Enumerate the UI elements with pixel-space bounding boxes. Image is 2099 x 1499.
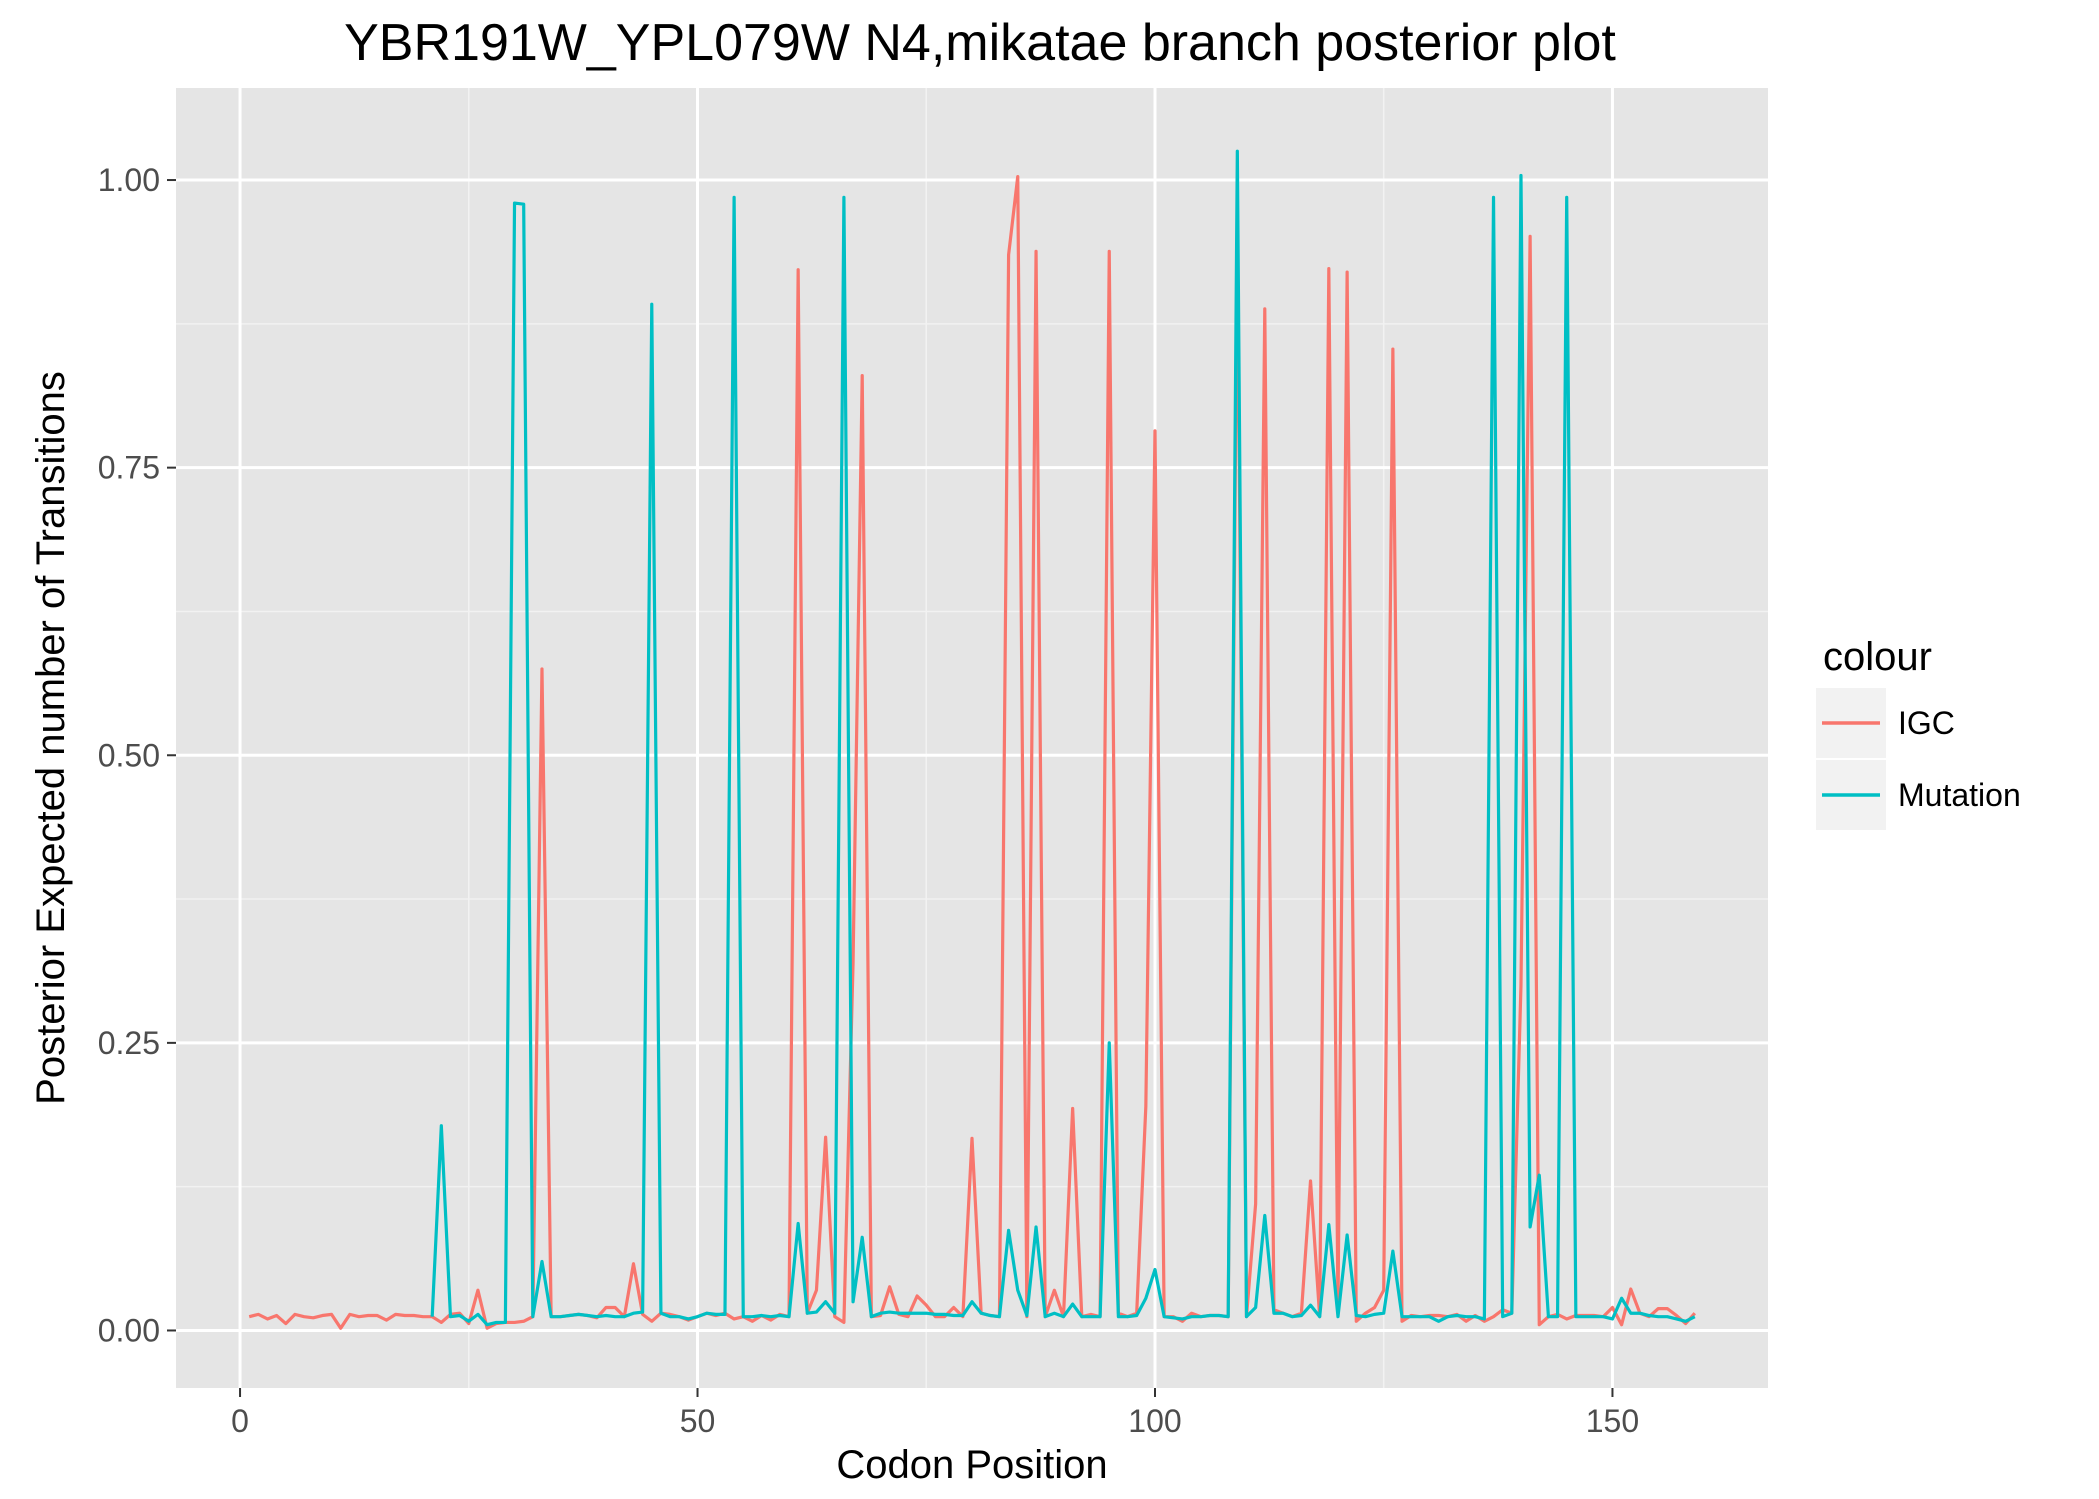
y-tick-label: 1.00 bbox=[98, 162, 160, 198]
legend-label: Mutation bbox=[1898, 777, 2021, 813]
y-tick-label: 0.25 bbox=[98, 1025, 160, 1061]
y-tick-label: 0.50 bbox=[98, 737, 160, 773]
series-line-mutation bbox=[430, 149, 1696, 1327]
y-axis-label: Posterior Expected number of Transitions bbox=[29, 371, 73, 1105]
y-tick-label: 0.75 bbox=[98, 450, 160, 486]
x-axis-label: Codon Position bbox=[836, 1443, 1107, 1487]
series-layer bbox=[248, 149, 1696, 1330]
legend-title: colour bbox=[1823, 635, 1932, 679]
legend: colour IGC Mutation bbox=[1816, 635, 2021, 830]
chart-title: YBR191W_YPL079W N4,mikatae branch poster… bbox=[344, 14, 1616, 72]
x-tick-label: 50 bbox=[680, 1403, 716, 1439]
y-tick-label: 0.00 bbox=[98, 1312, 160, 1348]
x-tick-label: 150 bbox=[1586, 1403, 1639, 1439]
x-tick-label: 100 bbox=[1128, 1403, 1181, 1439]
major-gridlines bbox=[176, 88, 1768, 1388]
legend-label: IGC bbox=[1898, 705, 1955, 741]
legend-entries: IGC Mutation bbox=[1816, 688, 2021, 830]
x-tick-label: 0 bbox=[231, 1403, 249, 1439]
y-axis: 0.00 0.25 0.50 0.75 1.00 bbox=[98, 162, 176, 1348]
x-axis: 0 50 100 150 bbox=[231, 1388, 1639, 1439]
